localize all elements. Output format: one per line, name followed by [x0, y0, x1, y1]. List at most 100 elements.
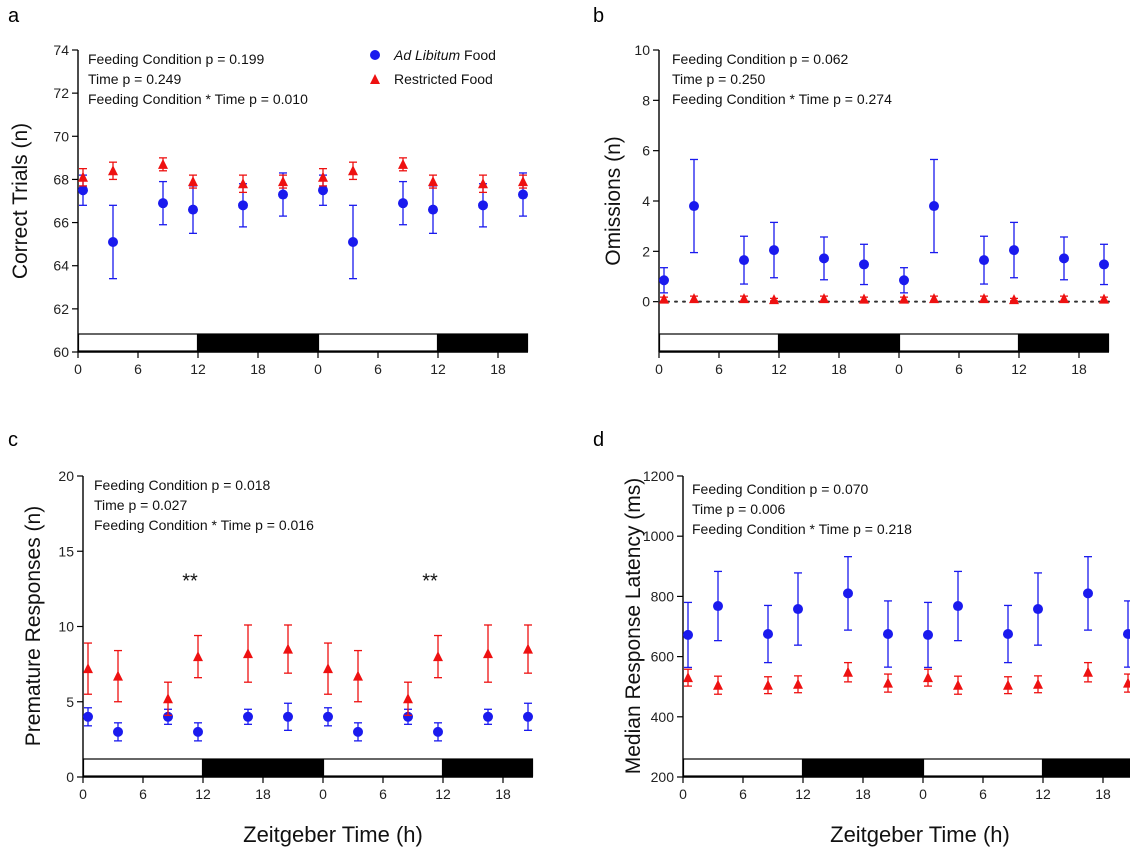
y-tick-label: 600: [651, 649, 675, 665]
y-axis-label: Premature Responses (n): [22, 506, 45, 746]
x-tick-label: 18: [1095, 786, 1111, 802]
panel-letter: a: [8, 5, 20, 27]
data-point-ad-libitum: [398, 198, 408, 209]
data-point-ad-libitum: [883, 629, 893, 640]
dark-phase-bar: [1042, 758, 1130, 777]
x-tick-label: 0: [79, 786, 87, 802]
data-point-ad-libitum: [278, 189, 288, 200]
data-point-ad-libitum: [483, 711, 493, 722]
data-point-restricted: [1009, 294, 1019, 305]
stats-line: Feeding Condition * Time p = 0.274: [672, 91, 892, 107]
x-tick-label: 0: [655, 361, 663, 377]
y-tick-label: 66: [53, 215, 69, 231]
x-tick-label: 0: [895, 361, 903, 377]
data-point-ad-libitum: [683, 629, 693, 640]
y-tick-label: 20: [58, 468, 74, 484]
legend-marker-restricted: [370, 74, 380, 84]
stats-line: Feeding Condition p = 0.062: [672, 51, 849, 67]
light-phase-bar: [898, 333, 1020, 352]
y-tick-label: 0: [642, 294, 650, 310]
stats-line: Feeding Condition * Time p = 0.218: [692, 521, 912, 537]
data-point-restricted: [819, 293, 829, 304]
panel-a: a 60 62 64 66 68 70 72 74 0 6 12 18 0 6 12 18 Correct Tri…: [8, 5, 529, 377]
data-point-ad-libitum: [953, 601, 963, 612]
light-phase-bar: [922, 758, 1044, 777]
data-point-restricted: [763, 679, 773, 690]
data-point-ad-libitum: [318, 185, 328, 196]
stats-line: Feeding Condition p = 0.070: [692, 481, 869, 497]
y-tick-label: 15: [58, 543, 74, 559]
data-point-restricted: [318, 171, 328, 182]
data-point-ad-libitum: [1003, 629, 1013, 640]
data-point-ad-libitum: [859, 259, 869, 270]
x-tick-label: 6: [715, 361, 723, 377]
data-point-restricted: [523, 643, 533, 654]
data-point-ad-libitum: [478, 200, 488, 211]
data-point-ad-libitum: [713, 601, 723, 612]
data-point-restricted: [979, 293, 989, 304]
x-tick-label: 12: [430, 361, 446, 377]
y-tick-label: 4: [642, 193, 650, 209]
data-point-ad-libitum: [1033, 604, 1043, 615]
data-point-restricted: [483, 648, 493, 659]
data-point-restricted: [348, 165, 358, 176]
dark-phase-bar: [197, 333, 319, 352]
data-point-restricted: [739, 293, 749, 304]
x-tick-label: 18: [495, 786, 511, 802]
data-point-ad-libitum: [238, 200, 248, 211]
y-tick-label: 6: [642, 143, 650, 159]
data-point-ad-libitum: [739, 255, 749, 266]
legend-label-ad-libitum: Ad Libitum Food: [393, 47, 496, 63]
data-point-ad-libitum: [163, 711, 173, 722]
data-point-ad-libitum: [283, 711, 293, 722]
x-axis-title-left: Zeitgeber Time (h): [243, 822, 423, 847]
x-tick-label: 18: [250, 361, 266, 377]
data-point-ad-libitum: [769, 245, 779, 256]
data-point-restricted: [1059, 293, 1069, 304]
data-point-ad-libitum: [763, 629, 773, 640]
data-point-ad-libitum: [1123, 629, 1130, 640]
data-point-ad-libitum: [188, 204, 198, 215]
stats-line: Feeding Condition * Time p = 0.010: [88, 91, 308, 107]
data-point-restricted: [843, 666, 853, 677]
data-point-ad-libitum: [158, 198, 168, 209]
stats-line: Feeding Condition p = 0.018: [94, 477, 271, 493]
data-point-ad-libitum: [819, 253, 829, 264]
data-point-restricted: [163, 693, 173, 704]
x-tick-label: 18: [490, 361, 506, 377]
panel-b: b 0 2 4 6 8 10 0 6 12 18 0 6 12 18 Omissions (n) Feeding…: [593, 5, 1110, 377]
y-tick-label: 68: [53, 171, 69, 187]
dark-phase-bar: [437, 333, 529, 352]
y-tick-label: 400: [651, 709, 675, 725]
y-tick-label: 74: [53, 42, 69, 58]
data-point-ad-libitum: [348, 236, 358, 247]
series-ad-libitum: [83, 702, 533, 742]
x-tick-label: 6: [139, 786, 147, 802]
x-tick-label: 12: [195, 786, 211, 802]
legend-label-restricted: Restricted Food: [394, 71, 493, 87]
panel-letter: d: [593, 429, 604, 451]
dark-phase-bar: [442, 758, 534, 777]
data-point-restricted: [1083, 666, 1093, 677]
y-tick-label: 800: [651, 588, 675, 604]
data-point-restricted: [899, 293, 909, 304]
y-tick-label: 5: [66, 694, 74, 710]
y-tick-label: 10: [634, 42, 650, 58]
data-point-ad-libitum: [113, 726, 123, 737]
x-tick-label: 6: [739, 786, 747, 802]
x-axis-title-right: Zeitgeber Time (h): [830, 822, 1010, 847]
data-point-restricted: [1099, 293, 1109, 304]
data-point-restricted: [929, 293, 939, 304]
x-tick-label: 18: [855, 786, 871, 802]
data-point-ad-libitum: [979, 255, 989, 266]
y-tick-label: 1200: [643, 468, 674, 484]
y-tick-label: 64: [53, 258, 69, 274]
panel-letter: b: [593, 5, 604, 27]
x-tick-label: 18: [255, 786, 271, 802]
data-point-restricted: [323, 663, 333, 674]
y-axis-label: Median Response Latency (ms): [622, 478, 645, 774]
y-tick-label: 0: [66, 769, 74, 785]
data-point-restricted: [428, 176, 438, 187]
data-point-ad-libitum: [1059, 253, 1069, 264]
